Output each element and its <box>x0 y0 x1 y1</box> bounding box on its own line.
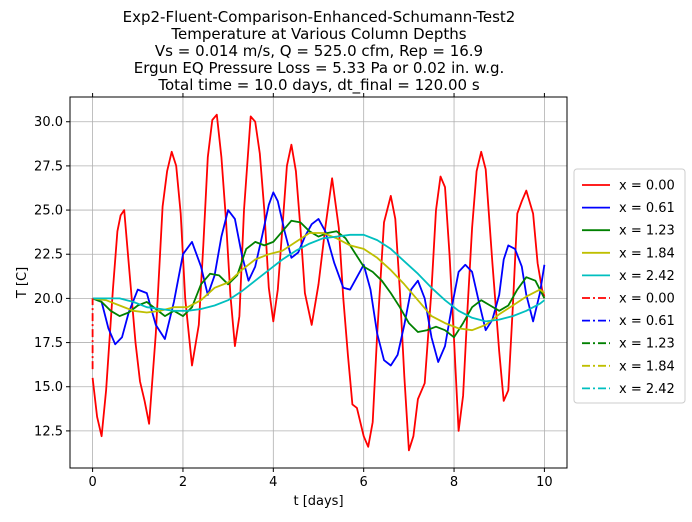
chart-title-line-2: Temperature at Various Column Depths <box>171 25 467 43</box>
plot-frame <box>69 96 568 469</box>
legend-label: x = 0.61 <box>619 314 675 329</box>
y-axis-label: T [C] <box>15 267 30 299</box>
y-tick-label: 12.5 <box>34 424 63 439</box>
chart-title-line-4: Ergun EQ Pressure Loss = 5.33 Pa or 0.02… <box>133 59 505 77</box>
series-line-2 <box>92 191 546 367</box>
axis-ticks: 0 2 4 6 8 10 12.5 15.0 17.5 20.0 22.5 25.0 27.5 30.0 <box>34 93 553 490</box>
chart-title-line-3: Vs = 0.014 m/s, Q = 525.0 cfm, Rep = 16.… <box>154 42 484 60</box>
legend-label: x = 1.84 <box>619 359 675 374</box>
chart-title-line-5: Total time = 10.0 days, dt_final = 120.0… <box>158 76 480 94</box>
legend-label: x = 2.42 <box>619 382 675 397</box>
series-line-3 <box>92 219 546 339</box>
series-line-4 <box>92 232 545 332</box>
x-axis-label: t [days] <box>293 494 343 509</box>
legend-label: x = 0.00 <box>619 179 675 194</box>
y-tick-label: 22.5 <box>34 248 63 263</box>
legend-label: x = 0.61 <box>619 201 675 216</box>
series-line-1 <box>91 113 546 452</box>
x-tick-label: 4 <box>269 475 277 490</box>
legend: x = 0.00 x = 0.61 x = 1.23 x = 1.84 x = 2.42… <box>573 168 686 404</box>
x-tick-label: 0 <box>88 475 96 490</box>
y-tick-label: 27.5 <box>34 159 63 174</box>
y-tick-label: 20.0 <box>34 292 63 307</box>
x-tick-label: 8 <box>450 475 458 490</box>
chart-title-line-1: Exp2-Fluent-Comparison-Enhanced-Schumann… <box>122 8 516 26</box>
y-tick-label: 25.0 <box>34 204 63 219</box>
legend-label: x = 1.23 <box>619 224 675 239</box>
grid <box>70 97 567 468</box>
legend-label: x = 1.84 <box>619 246 675 261</box>
x-tick-label: 10 <box>536 475 553 490</box>
x-tick-label: 6 <box>360 475 368 490</box>
series-line-5 <box>92 233 545 323</box>
legend-label: x = 1.23 <box>619 337 675 352</box>
x-tick-label: 2 <box>179 475 187 490</box>
y-tick-label: 15.0 <box>34 380 63 395</box>
legend-box <box>573 168 686 404</box>
legend-label: x = 2.42 <box>619 269 675 284</box>
legend-label: x = 0.00 <box>619 292 675 307</box>
series-lines <box>91 113 546 452</box>
y-tick-label: 30.0 <box>34 115 63 130</box>
y-tick-label: 17.5 <box>34 336 63 351</box>
